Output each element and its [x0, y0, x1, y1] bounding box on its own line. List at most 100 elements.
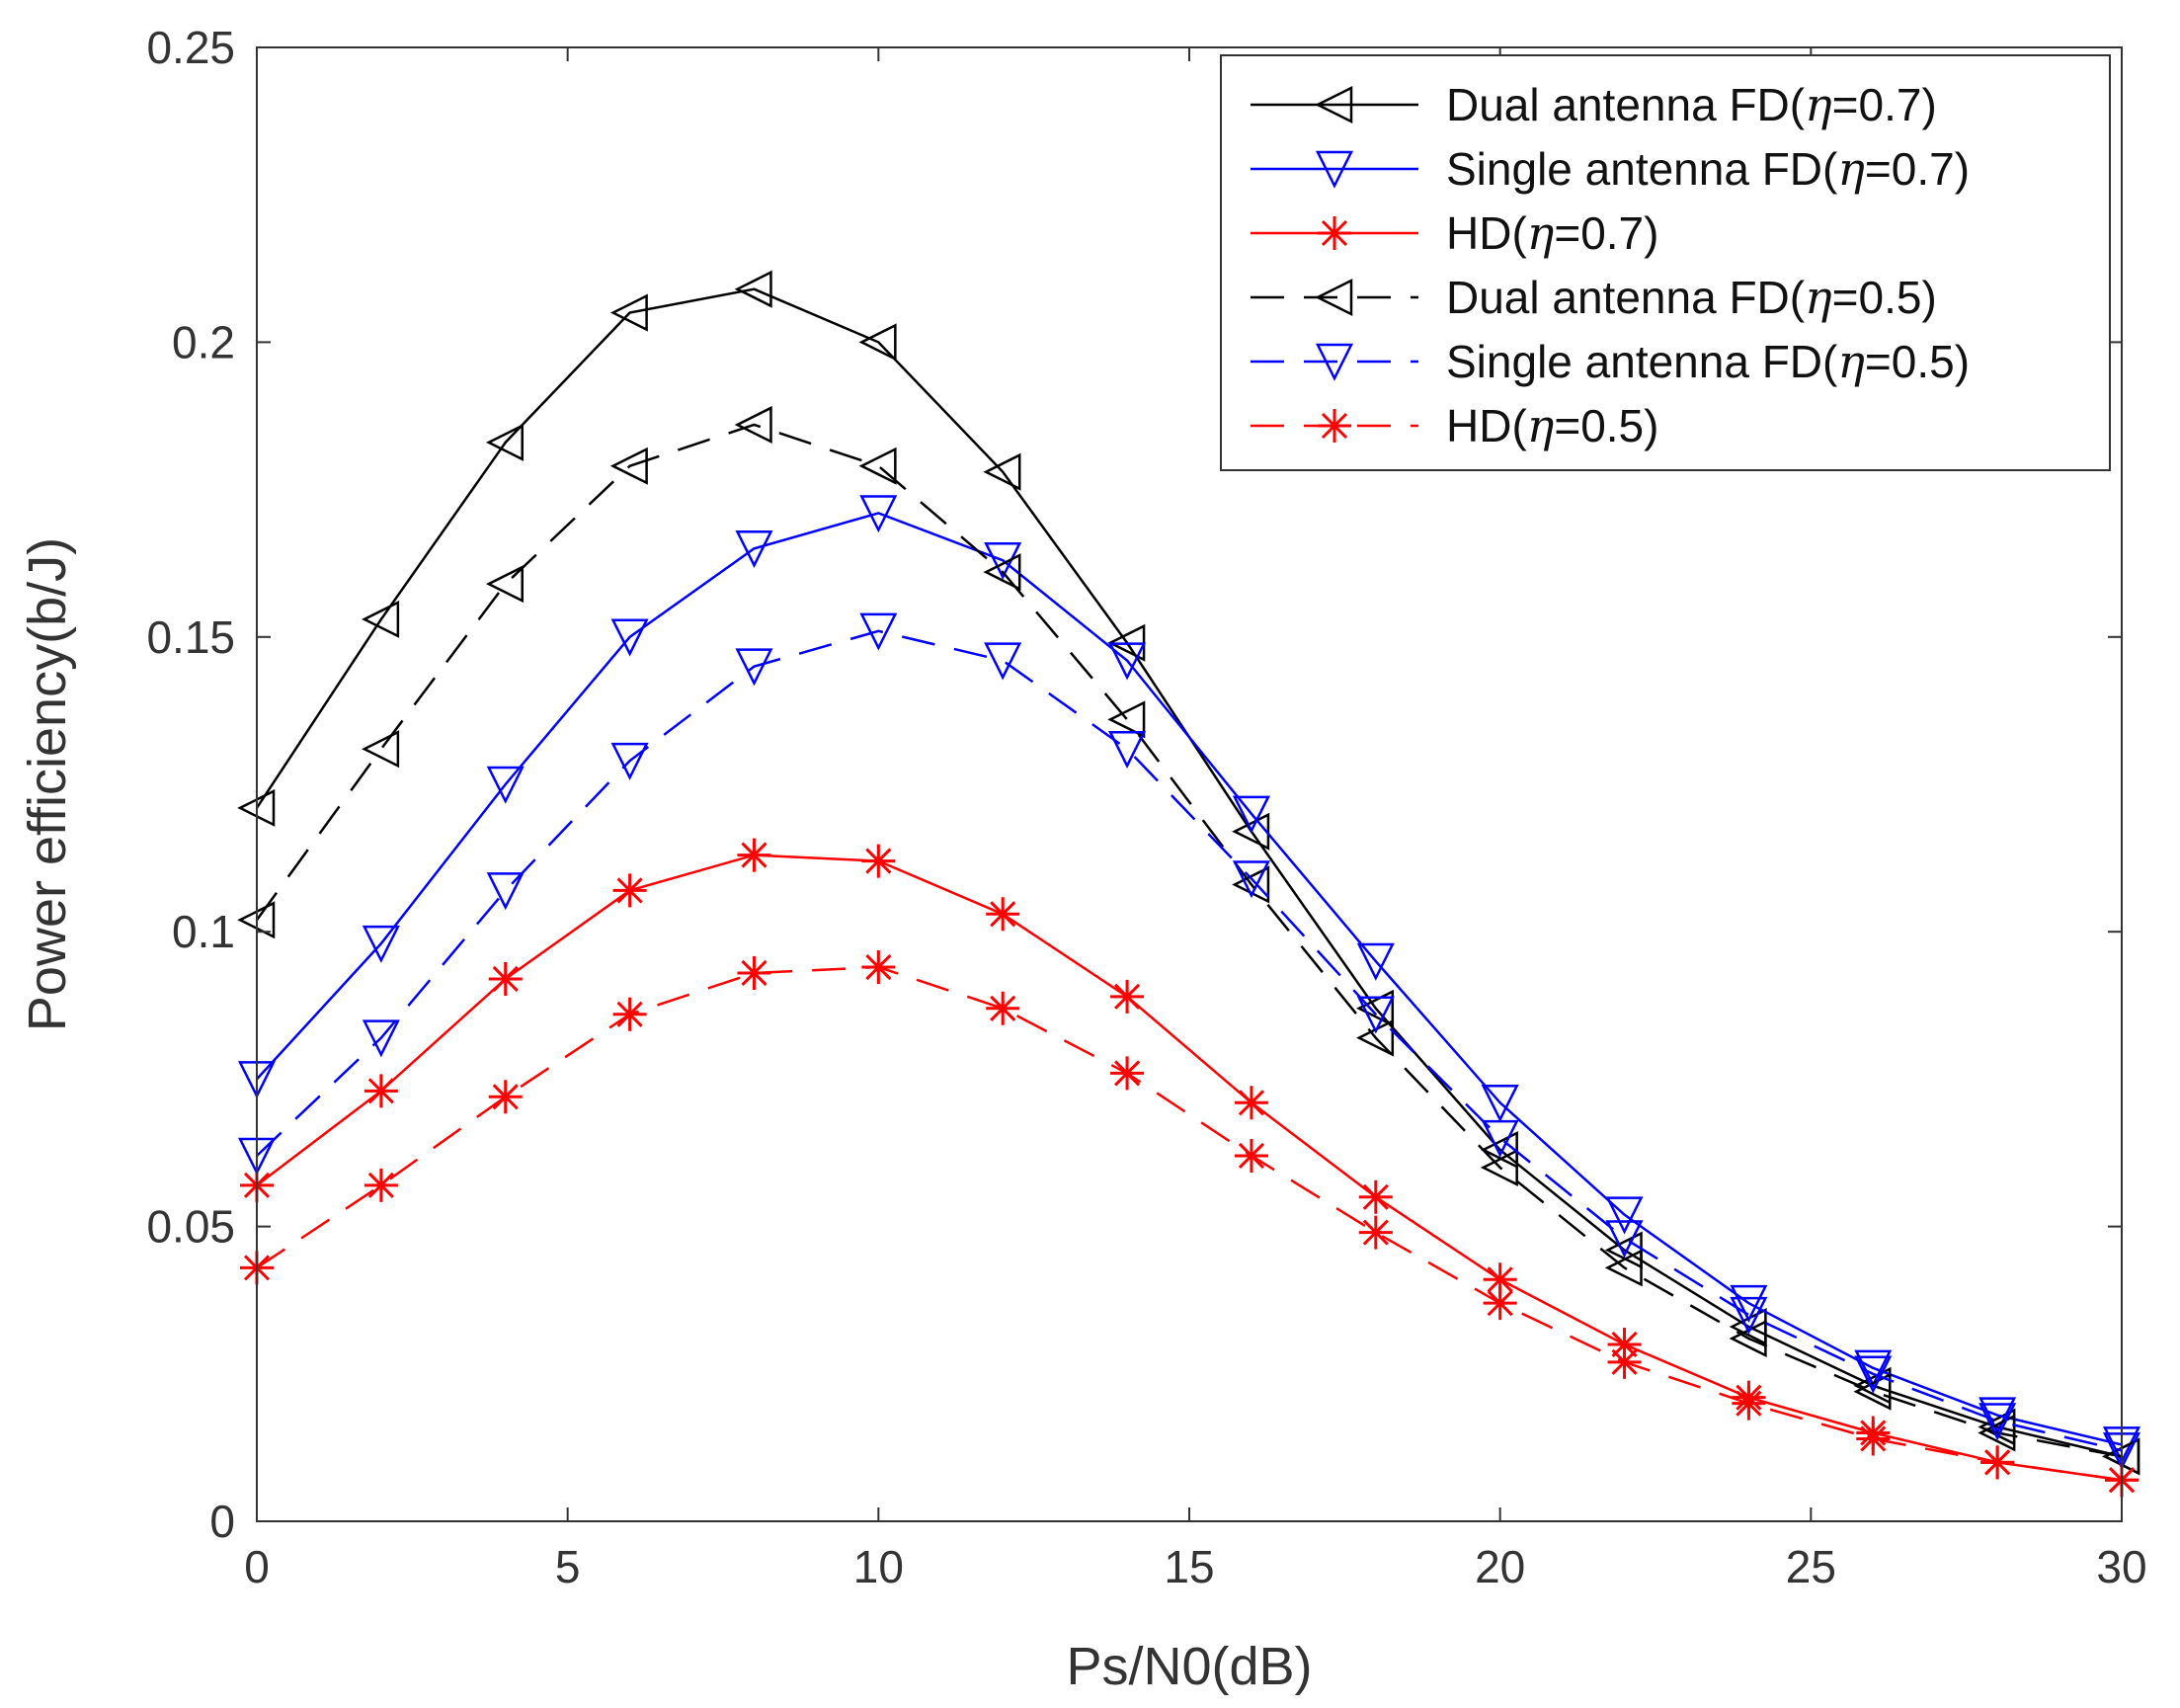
data-point-marker: [1856, 1422, 1891, 1456]
y-tick-label: 0.05: [146, 1201, 235, 1253]
data-point-marker: [734, 405, 772, 444]
data-point-marker: [861, 950, 896, 985]
data-point-marker: [486, 872, 525, 911]
data-point-marker: [858, 447, 897, 485]
legend: Dual antenna FD(η=0.7) Single antenna FD(…: [1220, 54, 2111, 471]
series-line: [255, 423, 2123, 1458]
y-tick-label: 0.1: [172, 906, 235, 957]
y-tick-label: 0.15: [146, 611, 235, 663]
data-point-marker: [1978, 1414, 2016, 1452]
data-point-marker: [1481, 1085, 1519, 1123]
data-point-marker: [984, 642, 1022, 681]
series-line: [256, 629, 2123, 1452]
data-point-marker: [363, 1168, 398, 1202]
data-point-marker: [1607, 1344, 1642, 1379]
series-layer: [237, 270, 2141, 1498]
data-point-marker: [861, 844, 896, 878]
data-point-marker: [610, 742, 649, 780]
data-point-marker: [986, 991, 1020, 1025]
data-point-marker: [362, 925, 400, 963]
legend-marker: [1315, 343, 1354, 381]
legend-label: HD(η=0.5): [1446, 399, 1658, 452]
legend-marker: [1318, 409, 1351, 443]
series-line: [256, 965, 2123, 1482]
data-point-marker: [610, 618, 649, 657]
data-point-marker: [485, 565, 524, 604]
legend-label: Dual antenna FD(η=0.7): [1446, 78, 1937, 131]
data-point-marker: [1730, 1296, 1768, 1335]
x-tick-label: 0: [244, 1541, 270, 1592]
data-point-marker: [609, 293, 648, 332]
data-point-marker: [1607, 1327, 1642, 1361]
x-tick-label: 5: [555, 1541, 581, 1592]
data-point-marker: [735, 648, 773, 687]
data-point-marker: [1358, 1179, 1393, 1214]
data-point-marker: [983, 452, 1021, 491]
data-point-marker: [1483, 1286, 1517, 1321]
data-point-marker: [609, 447, 648, 485]
data-point-marker: [1232, 812, 1270, 851]
data-point-marker: [858, 323, 897, 362]
data-point-marker: [485, 423, 524, 461]
data-point-marker: [983, 553, 1021, 592]
legend-marker: [1315, 150, 1354, 189]
legend-label: HD(η=0.7): [1446, 206, 1658, 260]
x-axis-title: Ps/N0(dB): [1066, 1637, 1312, 1696]
data-point-marker: [737, 838, 771, 872]
legend-item: Dual antenna FD(η=0.7): [1251, 78, 1937, 131]
legend-item: HD(η=0.7): [1251, 206, 1658, 260]
data-point-marker: [363, 1074, 398, 1108]
legend-box: [1220, 54, 2111, 471]
data-point-marker: [1110, 1056, 1145, 1091]
data-point-marker: [1605, 1196, 1644, 1235]
data-point-marker: [1978, 1403, 2017, 1441]
data-point-marker: [859, 612, 898, 651]
data-point-marker: [1358, 1215, 1393, 1250]
data-point-marker: [1480, 1148, 1518, 1186]
legend-marker: [1315, 278, 1353, 317]
legend-label: Single antenna FD(η=0.5): [1446, 335, 1970, 388]
x-tick-label: 25: [1786, 1541, 1836, 1592]
series-2: [237, 495, 2141, 1465]
data-point-marker: [1108, 642, 1147, 681]
data-point-marker: [1604, 1249, 1643, 1287]
data-point-marker: [1234, 1138, 1268, 1173]
data-point-marker: [612, 873, 647, 908]
data-point-marker: [1854, 1349, 1893, 1388]
data-point-marker: [612, 997, 647, 1031]
data-point-marker: [1854, 1355, 1893, 1394]
data-point-marker: [488, 1080, 523, 1114]
data-point-marker: [486, 766, 525, 804]
data-point-marker: [1730, 1284, 1768, 1323]
legend-item: HD(η=0.5): [1251, 399, 1658, 452]
data-point-marker: [362, 600, 400, 638]
data-point-marker: [1481, 1119, 1519, 1158]
y-tick-label: 0.2: [172, 316, 235, 367]
legend-label: Single antenna FD(η=0.7): [1446, 142, 1970, 196]
data-point-marker: [1232, 860, 1270, 899]
data-point-marker: [859, 495, 898, 533]
series-line: [256, 512, 2123, 1446]
legend-item: Dual antenna FD(η=0.5): [1251, 271, 1937, 324]
data-point-marker: [362, 730, 400, 769]
x-tick-label: 15: [1164, 1541, 1214, 1592]
data-point-marker: [1356, 942, 1395, 981]
data-point-marker: [362, 1019, 400, 1058]
y-axis-title: Power efficiency(b/J): [18, 537, 77, 1031]
x-tick-label: 20: [1475, 1541, 1525, 1592]
x-tick-label: 10: [853, 1541, 904, 1592]
legend-label: Dual antenna FD(η=0.5): [1446, 271, 1937, 324]
data-point-marker: [1853, 1372, 1892, 1411]
data-point-marker: [488, 961, 523, 996]
data-point-marker: [1483, 1262, 1517, 1297]
data-point-marker: [1978, 1397, 2017, 1435]
series-line: [256, 854, 2123, 1482]
data-point-marker: [1107, 700, 1146, 739]
data-point-marker: [1232, 795, 1270, 834]
data-point-marker: [735, 530, 773, 569]
data-point-marker: [1980, 1445, 2015, 1480]
legend-item: Single antenna FD(η=0.5): [1251, 335, 1970, 388]
data-point-marker: [737, 955, 771, 990]
data-point-marker: [1605, 1220, 1644, 1259]
